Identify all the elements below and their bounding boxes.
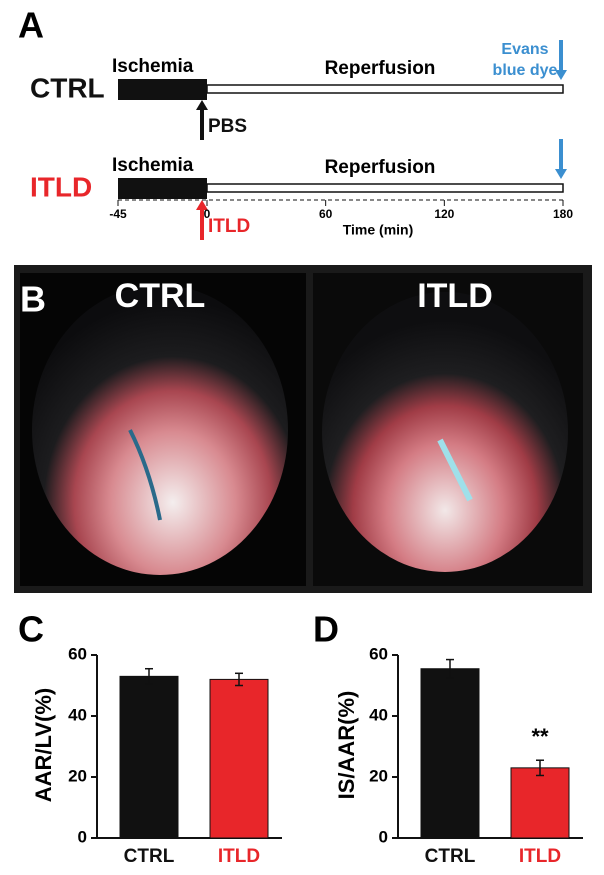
y-axis-label: AAR/LV(%) [31, 688, 56, 802]
y-tick-label: 60 [68, 644, 87, 663]
arrow-head [196, 100, 208, 110]
treatment-label: PBS [208, 116, 247, 137]
x-tick-label: CTRL [124, 846, 175, 867]
bar [420, 668, 480, 839]
stain-label: Evans [501, 41, 548, 58]
significance: ** [531, 724, 549, 749]
time-tick-label: -45 [109, 207, 127, 221]
y-tick-label: 0 [379, 827, 388, 846]
time-tick-label: 120 [434, 207, 454, 221]
stain-streak [128, 429, 162, 521]
y-tick-label: 60 [369, 644, 388, 663]
phase-label: Ischemia [112, 155, 194, 176]
heart-right [322, 292, 568, 572]
stain-streak [437, 438, 473, 502]
time-tick-label: 60 [319, 207, 333, 221]
phase-label: Reperfusion [325, 157, 436, 178]
phase-bar [118, 79, 207, 100]
y-tick-label: 20 [369, 766, 388, 785]
phase-bar [118, 178, 207, 199]
time-tick-label: 0 [204, 207, 211, 221]
y-tick-label: 40 [68, 705, 87, 724]
stain-label: blue dye [493, 62, 558, 79]
image-label: ITLD [417, 277, 493, 315]
group-label: CTRL [30, 72, 105, 103]
treatment-label: ITLD [208, 216, 250, 237]
heart-left [32, 285, 288, 575]
arrow-head [196, 200, 208, 210]
x-tick-label: CTRL [425, 846, 476, 867]
phase-label: Ischemia [112, 56, 194, 77]
bar [510, 767, 570, 839]
y-tick-label: 20 [68, 766, 87, 785]
time-tick-label: 180 [553, 207, 573, 221]
phase-bar [206, 84, 564, 94]
phase-label: Reperfusion [325, 58, 436, 79]
x-tick-label: ITLD [218, 846, 260, 867]
phase-bar [206, 183, 564, 193]
arrow-head [555, 169, 567, 179]
panel-label: A [18, 5, 44, 46]
bar [119, 675, 179, 839]
y-axis-label: IS/AAR(%) [334, 691, 359, 800]
axis-label: Time (min) [343, 222, 414, 238]
bar [209, 678, 269, 839]
y-tick-label: 40 [369, 705, 388, 724]
panel-label: D [313, 609, 339, 650]
panel-label: B [20, 279, 46, 320]
image-label: CTRL [115, 277, 206, 315]
arrow-head [555, 70, 567, 80]
y-tick-label: 0 [78, 827, 87, 846]
panel-label: C [18, 609, 44, 650]
x-tick-label: ITLD [519, 846, 561, 867]
group-label: ITLD [30, 171, 92, 202]
